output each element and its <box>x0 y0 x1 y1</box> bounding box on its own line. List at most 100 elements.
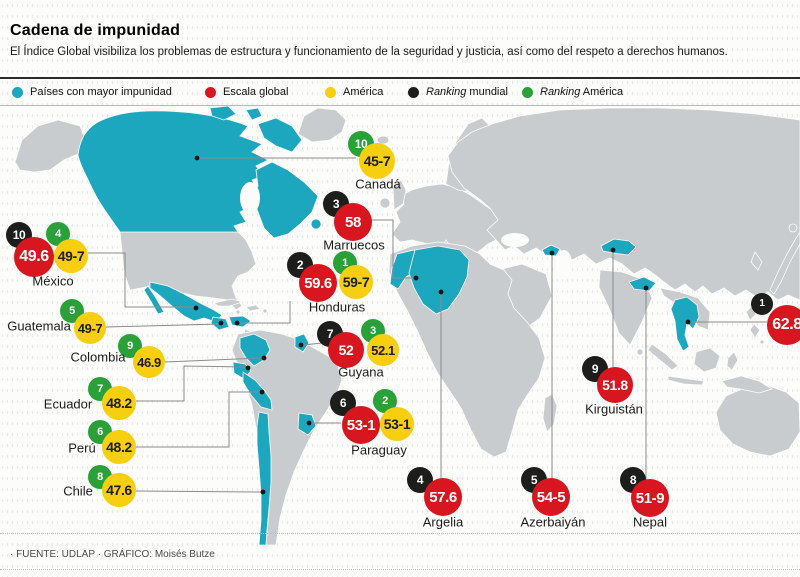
map-dot-marruecos <box>413 275 419 281</box>
legend-dot-world-rank <box>408 86 419 98</box>
country-shape-peru <box>242 371 273 411</box>
map-dot-mexico <box>193 305 199 311</box>
page-subtitle: El Índice Global visibiliza los problema… <box>10 46 728 58</box>
legend: Países con mayor impunidad Escala global A… <box>0 77 800 106</box>
country-shape-algeria <box>408 245 470 315</box>
map-dot-peru <box>259 389 265 395</box>
black-sea <box>501 233 529 247</box>
country-label-honduras: Honduras <box>308 299 366 315</box>
landmass-new-guinea <box>721 375 773 394</box>
rank-1-world-rank-badge: 1 <box>751 293 773 315</box>
legend-item-america-rank: Ranking América <box>522 79 623 105</box>
mexico-america-score-badge: 49-7 <box>54 239 88 273</box>
landmass-java <box>667 375 705 386</box>
landmass-south-america <box>231 329 343 546</box>
legend-dot-america-score <box>325 86 336 98</box>
country-label-mexico: México <box>32 273 74 289</box>
legend-label: Países con mayor impunidad <box>30 86 172 98</box>
map-dot-nepal <box>643 285 649 291</box>
marruecos-global-score-badge: 58 <box>334 203 372 241</box>
legend-item-america-score: América <box>325 79 383 105</box>
colombia-america-score-badge: 46.9 <box>133 346 165 378</box>
nepal-global-score-badge: 51-9 <box>631 479 669 517</box>
map-dot-honduras <box>234 320 240 326</box>
leader-line-honduras <box>240 301 291 324</box>
country-label-canada: Canadá <box>355 176 401 192</box>
landmass-srilanka <box>636 348 644 356</box>
leader-line-mexico <box>88 252 194 308</box>
landmass-hokkaido <box>788 223 798 233</box>
leader-line-colombia <box>164 357 263 363</box>
country-label-paraguay: Paraguay <box>351 442 407 458</box>
paraguay-america-score-badge: 53-1 <box>380 407 414 441</box>
map-dot-chile <box>260 489 266 495</box>
landmass-ireland <box>379 197 391 209</box>
kirguistan-global-score-badge: 51.8 <box>597 367 633 403</box>
honduras-global-score-badge: 59.6 <box>299 264 337 302</box>
legend-item-world-rank: Ranking mundial <box>408 79 508 105</box>
map-dot-azerbaiyan <box>549 250 555 256</box>
country-label-azerbaiyan: Azerbaiyán <box>520 514 586 530</box>
ecuador-america-score-badge: 48.2 <box>102 386 136 420</box>
guyana-global-score-badge: 52 <box>328 332 364 368</box>
leader-lines <box>88 155 767 495</box>
footer-credits: · FUENTE: UDLAP · GRÁFICO: Moisés Butze <box>10 549 215 560</box>
country-shape-nepal <box>628 276 657 292</box>
map-dot-paraguay <box>306 420 312 426</box>
country-label-guyana: Guyana <box>338 364 384 380</box>
leader-line-chile <box>135 490 262 493</box>
argelia-global-score-badge: 57.6 <box>424 478 462 516</box>
landmass-sulawesi <box>726 351 739 371</box>
country-label-marruecos: Marruecos <box>323 237 385 253</box>
landmass-asia <box>447 107 800 301</box>
legend-item-highlight: Países con mayor impunidad <box>12 79 172 105</box>
legend-dot-highlight <box>12 86 23 98</box>
country-label-kirguistan: Kirguistán <box>585 401 643 417</box>
country-label-ecuador: Ecuador <box>43 396 93 412</box>
highlighted-countries <box>77 105 700 546</box>
leader-line-guatemala <box>105 323 220 328</box>
landmass-japan <box>769 231 800 295</box>
landmass-korea <box>750 251 763 271</box>
map-dot-canada <box>194 155 200 161</box>
landmass-borneo <box>693 347 721 373</box>
hudson-bay <box>240 182 260 214</box>
country-label-peru: Perú <box>68 440 96 456</box>
legend-label: Ranking América <box>540 86 624 98</box>
legend-label: Ranking mundial <box>426 86 508 98</box>
header: Cadena de impunidad El Índice Global vis… <box>10 22 790 58</box>
landmass-greenland <box>297 107 347 143</box>
country-label-argelia: Argelia <box>422 514 464 530</box>
country-shape-honduras <box>228 315 252 328</box>
mexico-global-score-badge: 49.6 <box>14 237 54 277</box>
honduras-america-score-badge: 59-7 <box>339 265 373 299</box>
map-dot-kirguistan <box>610 247 616 253</box>
map-dot-argelia <box>438 289 444 295</box>
landmass <box>14 107 800 546</box>
paraguay-america-rank-badge: 2 <box>373 389 397 413</box>
caspian-sea <box>556 250 572 278</box>
map-dot-guatemala <box>218 320 224 326</box>
country-shape-mexico <box>143 281 223 323</box>
map-dot-ecuador <box>245 365 251 371</box>
map-dot-rank-1 <box>685 319 691 325</box>
country-shape-canada <box>77 110 269 233</box>
azerbaiyan-global-score-badge: 54-5 <box>532 478 570 516</box>
landmass-uk <box>392 179 407 211</box>
leader-line-peru <box>136 391 260 448</box>
divider-top <box>0 533 800 534</box>
water-cutouts <box>240 182 572 278</box>
legend-dot-america-rank <box>522 86 533 98</box>
landmass-philippines <box>745 305 761 339</box>
country-label-nepal: Nepal <box>633 514 667 530</box>
country-shape-newfoundland <box>310 218 322 230</box>
guatemala-america-score-badge: 49-7 <box>74 312 106 344</box>
paraguay-global-score-badge: 53-1 <box>342 406 380 444</box>
landmass-sumatra <box>647 343 679 371</box>
legend-label: América <box>343 86 384 98</box>
guatemala-america-rank-badge: 5 <box>60 299 84 323</box>
map-dot-colombia <box>261 355 267 361</box>
leader-line-guyana <box>302 342 323 346</box>
leader-line-marruecos <box>371 219 414 279</box>
guyana-america-score-badge: 52.1 <box>367 334 399 366</box>
